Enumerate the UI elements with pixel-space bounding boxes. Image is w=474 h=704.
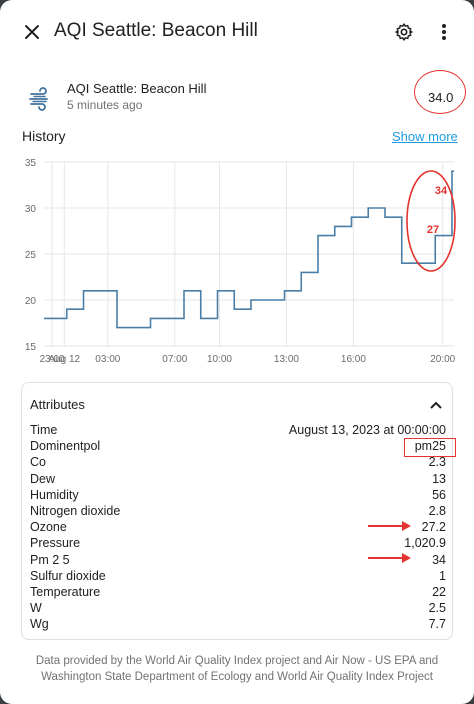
- attribute-row: Ozone 27.2: [30, 520, 446, 536]
- chart-highlight-ellipse: [406, 170, 456, 272]
- x-tick-label: 03:00: [95, 354, 120, 365]
- x-tick-label: 23:00: [39, 354, 64, 365]
- attribute-row: Wg 7.7: [30, 617, 446, 633]
- x-tick-label: 16:00: [341, 354, 366, 365]
- attribute-row: Time August 13, 2023 at 00:00:00: [30, 423, 446, 439]
- attribute-key: Pm 2 5: [30, 552, 70, 567]
- chart-annotation: 34: [435, 185, 448, 197]
- attribute-value: August 13, 2023 at 00:00:00: [288, 423, 446, 437]
- show-more-link[interactable]: Show more: [392, 129, 458, 144]
- attribute-row: Pm 2 5 34: [30, 553, 446, 569]
- attribute-key: Ozone: [30, 520, 67, 535]
- more-options-button[interactable]: [430, 18, 458, 46]
- attributes-card: Attributes Time August 13, 2023 at 00:00:…: [21, 382, 453, 640]
- attribute-row: Co 2.3: [30, 455, 446, 471]
- attribute-key: Dew: [30, 471, 56, 486]
- attribute-key: Time: [30, 423, 58, 437]
- more-vertical-icon: [442, 24, 446, 40]
- attribute-row: Dominentpol pm25: [30, 439, 446, 455]
- attribute-value: 34: [432, 552, 446, 567]
- attribute-key: Dominentpol: [30, 439, 101, 454]
- settings-button[interactable]: [390, 18, 418, 46]
- attribute-row: Nitrogen dioxide 2.8: [30, 504, 446, 520]
- air-haze-icon: [29, 87, 48, 111]
- attribute-row: Dew 13: [30, 472, 446, 488]
- state-highlight-circle: [414, 70, 466, 114]
- attribute-value: pm25: [414, 439, 446, 454]
- dialog-title: AQI Seattle: Beacon Hill: [54, 20, 258, 41]
- attribute-key: Humidity: [30, 487, 79, 502]
- chevron-up-icon: [430, 401, 442, 409]
- attribute-value: 22: [432, 585, 446, 599]
- entity-row[interactable]: AQI Seattle: Beacon Hill 5 minutes ago 3…: [0, 74, 474, 124]
- attributes-title: Attributes: [30, 397, 85, 412]
- x-tick-label: 07:00: [162, 354, 187, 365]
- chart-annotation: 27: [427, 224, 439, 236]
- attribute-key: W: [30, 601, 42, 616]
- history-title: History: [22, 128, 66, 144]
- x-tick-label: 10:00: [207, 354, 232, 365]
- attribute-value: 7.7: [428, 617, 446, 632]
- y-tick-label: 20: [25, 296, 37, 307]
- dominentpol-highlight: [404, 438, 456, 457]
- y-tick-label: 25: [25, 250, 37, 261]
- y-tick-label: 35: [25, 158, 37, 169]
- close-icon: [25, 25, 39, 39]
- pm25-arrow-icon: [368, 553, 411, 563]
- attribute-key: Nitrogen dioxide: [30, 504, 121, 518]
- attribute-value: 2.3: [428, 455, 446, 470]
- attribute-key: Sulfur dioxide: [30, 568, 106, 583]
- attribute-row: W 2.5: [30, 601, 446, 617]
- x-tick-label: 20:00: [430, 354, 455, 365]
- attributes-toggle[interactable]: [426, 395, 446, 415]
- entity-last-changed: 5 minutes ago: [67, 98, 143, 112]
- attribute-value: 1: [439, 568, 446, 583]
- attribute-value: 27.2: [421, 520, 446, 535]
- close-button[interactable]: [18, 18, 46, 46]
- attribute-value: 13: [432, 471, 446, 486]
- chart-grid: [44, 161, 454, 347]
- attribute-value: 56: [432, 487, 446, 502]
- x-tick-label: Aug 12: [48, 354, 80, 365]
- chart-markup: 34 27: [406, 170, 456, 272]
- attribute-value: 2.5: [428, 601, 446, 616]
- series-line: [44, 170, 454, 329]
- ozone-arrow-icon: [368, 521, 411, 531]
- entity-name: AQI Seattle: Beacon Hill: [67, 81, 207, 96]
- attribute-value: 1,020.9: [404, 536, 446, 551]
- y-tick-label: 30: [25, 204, 37, 215]
- dialog-header: AQI Seattle: Beacon Hill: [0, 0, 474, 64]
- attribute-row: Temperature 22: [30, 585, 446, 601]
- attribute-key: Pressure: [30, 536, 81, 551]
- y-tick-label: 15: [25, 342, 37, 353]
- attribute-key: Co: [30, 455, 46, 470]
- attribution-text: Data provided by the World Air Quality I…: [35, 655, 439, 683]
- attribute-row: Pressure 1,020.9: [30, 536, 446, 552]
- x-tick-label: 13:00: [274, 354, 299, 365]
- attribute-key: Wg: [30, 617, 49, 632]
- attribute-key: Temperature: [30, 585, 101, 599]
- gear-icon: [395, 23, 413, 41]
- attribute-row: Sulfur dioxide 1: [30, 569, 446, 585]
- attribute-row: Humidity 56: [30, 488, 446, 504]
- attribute-value: 2.8: [428, 504, 446, 518]
